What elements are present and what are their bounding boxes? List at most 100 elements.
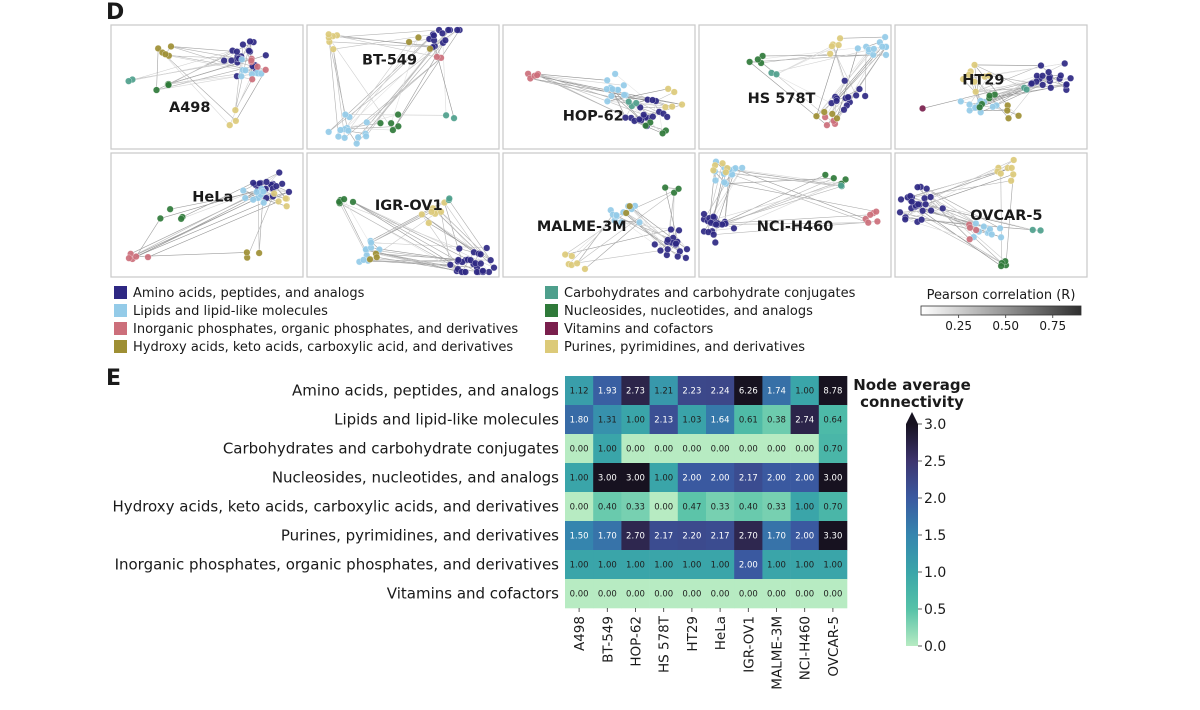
network-edge [128, 50, 233, 82]
network-node [625, 98, 633, 106]
network-node [908, 198, 916, 206]
network-node [927, 193, 935, 201]
network-node [426, 45, 434, 53]
legend-swatch [114, 286, 127, 299]
network-node [490, 264, 498, 272]
network-node [649, 113, 657, 121]
network-node [156, 214, 164, 222]
legend-swatch [545, 340, 558, 353]
heatmap-cell [565, 463, 594, 493]
heatmap-cell-value: 1.00 [823, 561, 842, 571]
panel-e-letter: E [106, 366, 122, 391]
heatmap-col-label: IGR-OV1 [741, 616, 757, 673]
heatmap-cell-value: 0.00 [654, 590, 673, 600]
heatmap-cell-value: 2.74 [795, 416, 814, 426]
heatmap-cell-value: 0.00 [767, 445, 786, 455]
network-edge [344, 125, 399, 130]
network-node [367, 239, 375, 247]
heatmap-row: 0.00 1.00 0.00 0.00 0.00 0.00 0.00 0.00 0.00 0.70 [565, 434, 848, 464]
network-node [611, 70, 619, 78]
network-edge [568, 250, 661, 265]
network-edge [444, 202, 463, 263]
legend-label: Inorganic phosphates, organic phosphates… [133, 322, 518, 337]
network-edge [366, 57, 442, 123]
heatmap-cell-value: 0.00 [739, 590, 758, 600]
network-edge [339, 201, 457, 272]
network-node [664, 245, 672, 253]
network-node [622, 209, 630, 217]
network-node [603, 97, 611, 105]
heatmap-cell [734, 434, 763, 464]
network-edge [135, 218, 161, 257]
heatmap-cell [790, 579, 820, 609]
network-node [1047, 84, 1055, 92]
heatmap-cell [677, 405, 707, 435]
heatmap-cell [649, 376, 679, 406]
network-edge [612, 88, 626, 118]
network-node [923, 185, 931, 193]
network-edge [926, 188, 1001, 229]
network-node [165, 81, 172, 89]
network-node [1028, 80, 1036, 87]
network-node [683, 245, 691, 253]
legend-item: Nucleosides, nucleotides, and analogs [545, 304, 813, 319]
network-edge [338, 201, 368, 256]
heatmap-cell [649, 463, 679, 493]
heatmap-cell [790, 550, 820, 580]
heatmap-cell [621, 492, 650, 522]
network-node [487, 256, 495, 264]
network-node [275, 197, 283, 205]
network-edge [136, 252, 247, 257]
network-node [247, 56, 255, 64]
network-node [828, 110, 836, 118]
heatmap-cell [818, 405, 848, 435]
network-node [387, 119, 395, 127]
network-panel: OVCAR-5 [894, 152, 1088, 278]
heatmap-cell [677, 434, 707, 464]
legend-swatch [545, 286, 558, 299]
network-panel: HeLa [110, 152, 304, 278]
network-node [249, 179, 257, 187]
heatmap-cell [593, 550, 622, 580]
heatmap-col-label: A498 [572, 616, 588, 651]
network-nodes [125, 38, 270, 129]
network-nodes [335, 195, 498, 276]
network-node [454, 256, 462, 264]
network-edge [352, 201, 476, 264]
heatmap-row-label: Amino acids, peptides, and analogs [292, 382, 559, 400]
network-node [430, 32, 438, 39]
network-node [241, 194, 249, 202]
network-edges [328, 29, 460, 144]
network-node [278, 180, 286, 188]
heatmap-cell-value: 3.00 [823, 474, 842, 484]
heatmap-cell [790, 405, 820, 435]
heatmap-cell [734, 463, 763, 493]
network-node [730, 224, 738, 232]
network-edge [576, 214, 614, 264]
heatmap-cell-value: 6.26 [739, 387, 758, 397]
network-node [259, 188, 267, 195]
heatmap-cell [818, 463, 848, 493]
colorbar-tick-label: 1.0 [924, 565, 946, 581]
network-node [710, 231, 718, 239]
network-edge [611, 95, 648, 101]
network-node [840, 106, 848, 114]
network-node [636, 218, 643, 226]
network-node [972, 88, 980, 96]
network-node [988, 230, 996, 238]
heatmap-cell-value: 0.40 [598, 503, 617, 513]
heatmap-cell [621, 434, 650, 464]
heatmap-cell [649, 521, 679, 551]
network-node [922, 200, 930, 208]
network-edge [607, 88, 669, 102]
heatmap-cell [762, 579, 791, 609]
network-edge [771, 46, 883, 74]
heatmap-cell-value: 1.00 [598, 561, 617, 571]
network-node [477, 260, 485, 267]
heatmap-cell-value: 0.00 [570, 503, 589, 513]
network-edge [707, 167, 743, 222]
network-edge [826, 98, 846, 126]
heatmap-cell-value: 1.31 [598, 416, 617, 426]
network-node [710, 213, 717, 221]
